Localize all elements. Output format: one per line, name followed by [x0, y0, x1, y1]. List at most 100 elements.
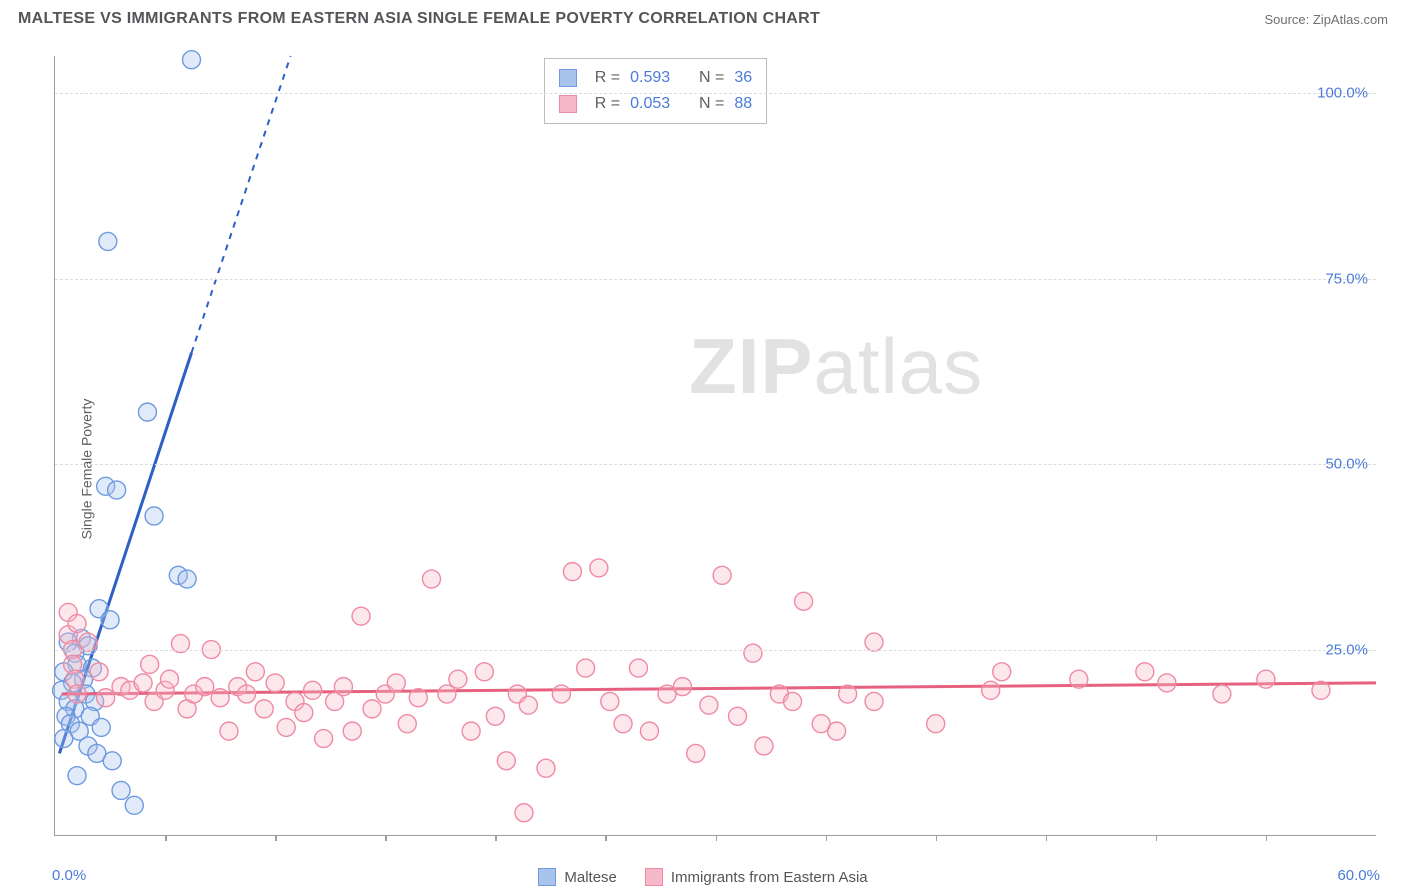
- data-point: [755, 737, 773, 755]
- data-point: [99, 232, 117, 250]
- data-point: [141, 655, 159, 673]
- data-point: [828, 722, 846, 740]
- data-point: [552, 685, 570, 703]
- trend-line-extrapolated: [192, 56, 291, 353]
- data-point: [614, 715, 632, 733]
- data-point: [68, 615, 86, 633]
- gridline: [55, 279, 1376, 280]
- x-tick: [1266, 835, 1268, 841]
- data-point: [178, 570, 196, 588]
- x-tick: [1046, 835, 1048, 841]
- data-point: [277, 718, 295, 736]
- chart-title: MALTESE VS IMMIGRANTS FROM EASTERN ASIA …: [18, 10, 820, 28]
- data-point: [363, 700, 381, 718]
- data-point: [238, 685, 256, 703]
- data-point: [577, 659, 595, 677]
- legend-item: Maltese: [538, 868, 617, 886]
- data-point: [1312, 681, 1330, 699]
- x-tick: [495, 835, 497, 841]
- x-tick: [605, 835, 607, 841]
- data-point: [68, 767, 86, 785]
- x-tick: [165, 835, 167, 841]
- data-point: [409, 689, 427, 707]
- data-point: [55, 730, 73, 748]
- y-tick-label: 75.0%: [1325, 270, 1368, 287]
- data-point: [537, 759, 555, 777]
- data-point: [97, 689, 115, 707]
- data-point: [475, 663, 493, 681]
- data-point: [1158, 674, 1176, 692]
- x-tick: [275, 835, 277, 841]
- data-point: [744, 644, 762, 662]
- x-tick: [1156, 835, 1158, 841]
- data-point: [629, 659, 647, 677]
- data-point: [687, 744, 705, 762]
- data-point: [108, 481, 126, 499]
- data-point: [839, 685, 857, 703]
- x-tick: [826, 835, 828, 841]
- data-point: [160, 670, 178, 688]
- legend-item: Immigrants from Eastern Asia: [645, 868, 868, 886]
- legend-swatch: [559, 69, 577, 87]
- legend-swatch: [559, 95, 577, 113]
- data-point: [92, 718, 110, 736]
- y-tick-label: 100.0%: [1317, 85, 1368, 102]
- scatter-plot: ZIPatlas R = 0.593 N = 36R = 0.053 N = 8…: [54, 56, 1376, 836]
- data-point: [220, 722, 238, 740]
- data-point: [729, 707, 747, 725]
- gridline: [55, 650, 1376, 651]
- data-point: [387, 674, 405, 692]
- data-point: [784, 692, 802, 710]
- data-point: [145, 507, 163, 525]
- x-tick: [716, 835, 718, 841]
- data-point: [183, 51, 201, 69]
- data-point: [982, 681, 1000, 699]
- data-point: [563, 563, 581, 581]
- data-point: [601, 692, 619, 710]
- data-point: [352, 607, 370, 625]
- data-point: [1136, 663, 1154, 681]
- stat-row: R = 0.053 N = 88: [559, 91, 752, 117]
- gridline: [55, 93, 1376, 94]
- data-point: [438, 685, 456, 703]
- data-point: [993, 663, 1011, 681]
- source-label: Source: ZipAtlas.com: [1264, 12, 1388, 27]
- data-point: [927, 715, 945, 733]
- data-point: [519, 696, 537, 714]
- correlation-stats-box: R = 0.593 N = 36R = 0.053 N = 88: [544, 58, 767, 124]
- legend-bottom: Maltese Immigrants from Eastern Asia: [18, 868, 1388, 886]
- x-tick: [385, 835, 387, 841]
- data-point: [134, 674, 152, 692]
- data-point: [497, 752, 515, 770]
- y-tick-label: 50.0%: [1325, 456, 1368, 473]
- data-point: [103, 752, 121, 770]
- data-point: [304, 681, 322, 699]
- chart-area: Single Female Poverty ZIPatlas R = 0.593…: [18, 46, 1388, 892]
- data-point: [590, 559, 608, 577]
- data-point: [125, 796, 143, 814]
- data-point: [449, 670, 467, 688]
- data-point: [295, 704, 313, 722]
- data-point: [138, 403, 156, 421]
- stat-row: R = 0.593 N = 36: [559, 65, 752, 91]
- trend-line: [62, 683, 1376, 694]
- data-point: [90, 663, 108, 681]
- data-point: [1213, 685, 1231, 703]
- data-point: [865, 633, 883, 651]
- gridline: [55, 464, 1376, 465]
- data-point: [112, 781, 130, 799]
- data-point: [713, 566, 731, 584]
- data-point: [101, 611, 119, 629]
- x-tick: [936, 835, 938, 841]
- data-point: [266, 674, 284, 692]
- data-point: [486, 707, 504, 725]
- data-point: [255, 700, 273, 718]
- data-point: [795, 592, 813, 610]
- data-point: [1070, 670, 1088, 688]
- legend-swatch: [645, 868, 663, 886]
- y-tick-label: 25.0%: [1325, 641, 1368, 658]
- data-point: [196, 678, 214, 696]
- data-point: [673, 678, 691, 696]
- data-point: [334, 678, 352, 696]
- data-point: [211, 689, 229, 707]
